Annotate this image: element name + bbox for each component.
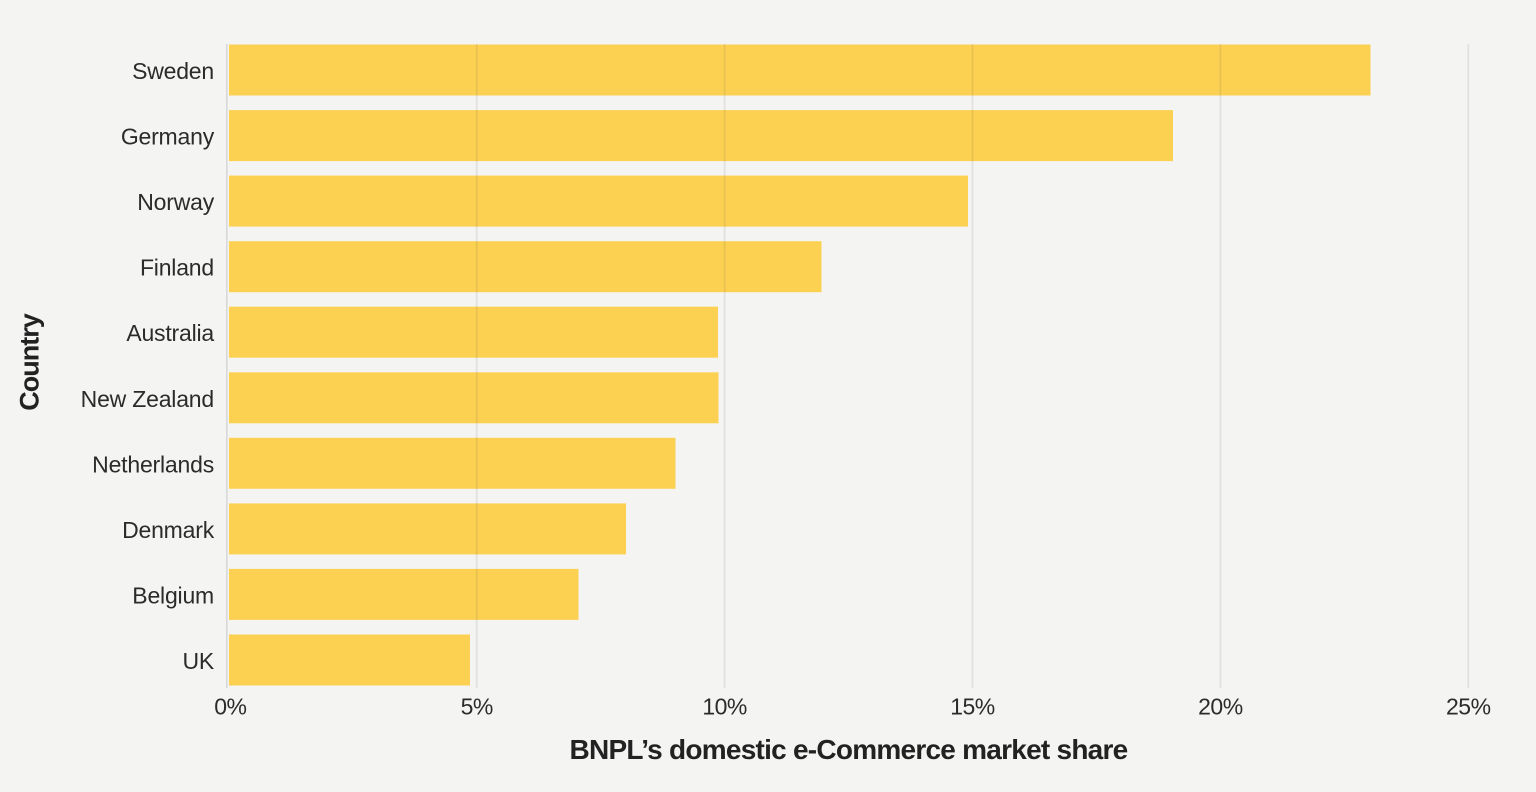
svg-text:Netherlands: Netherlands [92, 451, 214, 477]
svg-text:UK: UK [182, 648, 214, 674]
svg-text:Germany: Germany [121, 124, 215, 150]
svg-text:Belgium: Belgium [132, 582, 214, 608]
svg-text:0%: 0% [214, 694, 246, 720]
svg-text:New Zealand: New Zealand [81, 386, 214, 412]
svg-text:Finland: Finland [140, 255, 214, 281]
svg-text:20%: 20% [1198, 694, 1243, 720]
svg-text:Sweden: Sweden [132, 58, 214, 84]
svg-text:Denmark: Denmark [122, 517, 215, 543]
svg-text:Norway: Norway [137, 189, 214, 215]
svg-text:Country: Country [15, 313, 45, 410]
svg-text:Australia: Australia [126, 320, 214, 346]
svg-text:15%: 15% [950, 694, 995, 720]
svg-text:10%: 10% [702, 694, 747, 720]
svg-text:BNPL’s domestic e-Commerce mar: BNPL’s domestic e-Commerce market share [570, 734, 1128, 765]
svg-text:25%: 25% [1446, 694, 1491, 720]
svg-text:5%: 5% [461, 694, 493, 720]
